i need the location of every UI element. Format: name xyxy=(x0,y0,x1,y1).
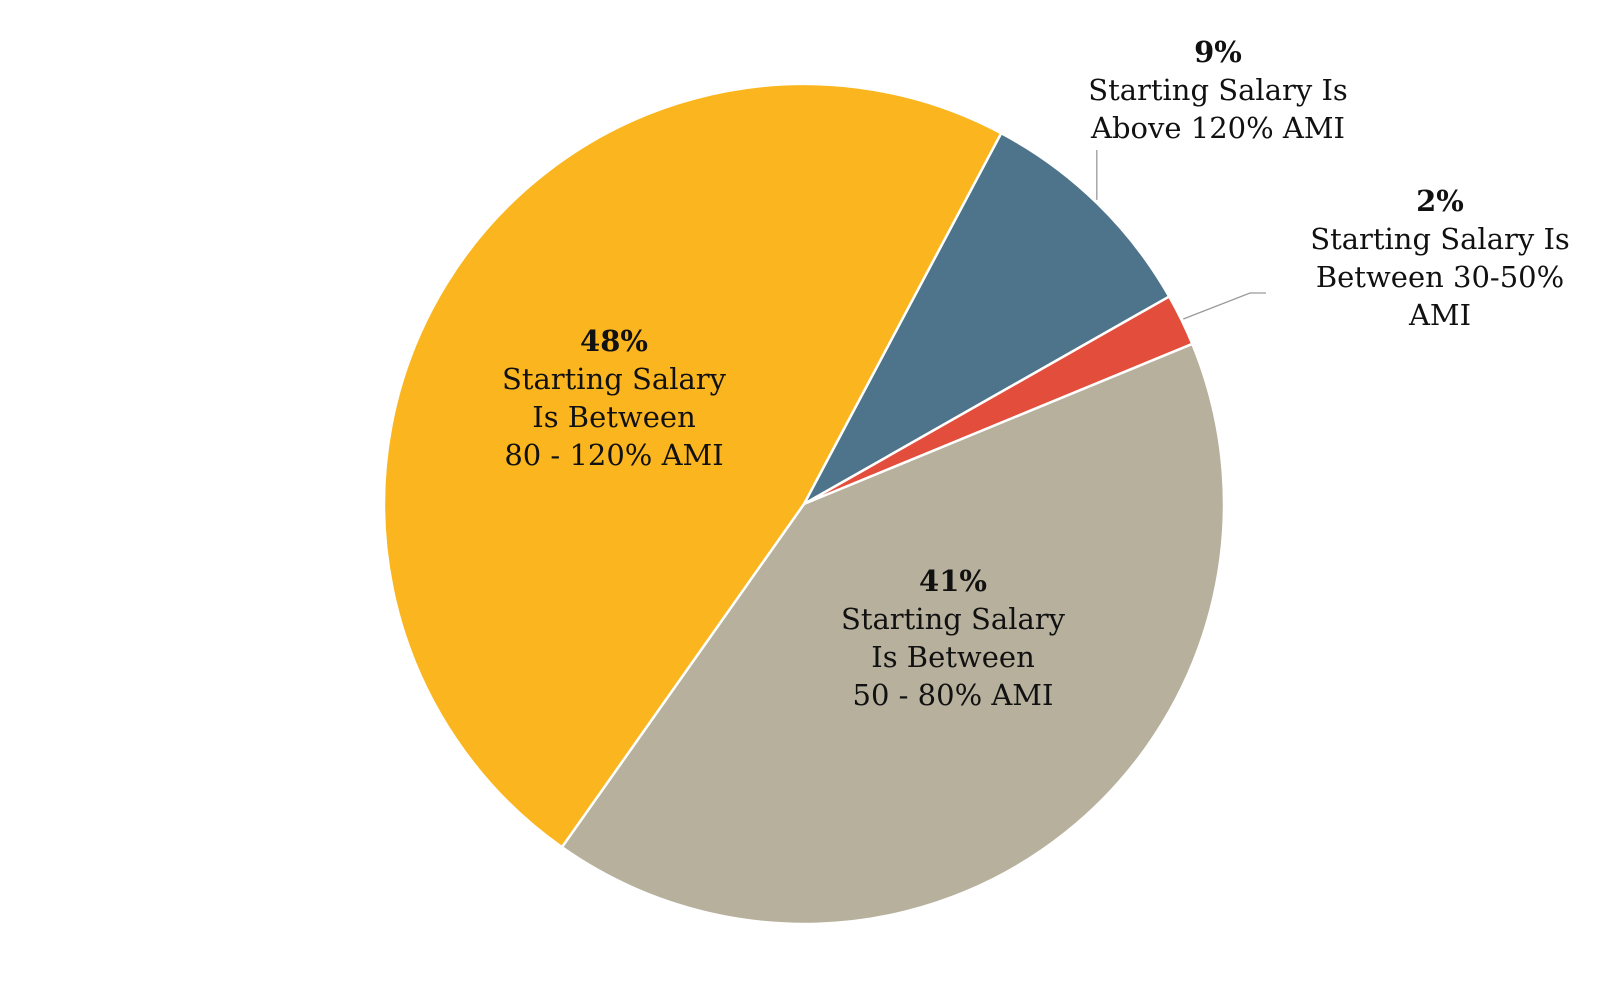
data-label-line: Starting Salary Is xyxy=(1088,73,1348,107)
data-label-line: AMI xyxy=(1408,298,1471,332)
pie-slice-9pct xyxy=(800,131,1171,508)
data-label-line: Starting Salary xyxy=(502,362,727,396)
leader-lines-layer xyxy=(1096,150,1266,320)
data-label-41pct: 41% Starting Salary Is Between 50 - 80% AMI xyxy=(841,564,1066,712)
data-label-percent: 2% xyxy=(1416,184,1464,218)
slices-layer xyxy=(382,82,1226,926)
data-label-percent: 41% xyxy=(919,564,987,598)
data-label-percent: 48% xyxy=(580,324,648,358)
data-label-9pct: 9% Starting Salary Is Above 120% AMI xyxy=(1088,35,1348,145)
data-label-line: Is Between xyxy=(871,640,1035,674)
data-label-line: 80 - 120% AMI xyxy=(504,438,723,472)
pie-slice-41pct xyxy=(560,342,1226,926)
data-label-line: Starting Salary Is xyxy=(1310,222,1570,256)
data-label-line: Above 120% AMI xyxy=(1090,111,1345,145)
data-label-line: Between 30-50% xyxy=(1316,260,1564,294)
data-label-percent: 9% xyxy=(1194,35,1242,69)
labels-layer: 9% Starting Salary Is Above 120% AMI 2% Star… xyxy=(502,35,1570,712)
data-label-2pct: 2% Starting Salary Is Between 30-50% AMI xyxy=(1310,184,1570,332)
data-label-line: 50 - 80% AMI xyxy=(853,678,1054,712)
data-label-line: Is Between xyxy=(532,400,696,434)
data-label-line: Starting Salary xyxy=(841,602,1066,636)
data-label-48pct: 48% Starting Salary Is Between 80 - 120% AM… xyxy=(502,324,727,472)
leader-line-2pct xyxy=(1183,292,1266,320)
pie-slice-48pct xyxy=(382,82,1003,849)
